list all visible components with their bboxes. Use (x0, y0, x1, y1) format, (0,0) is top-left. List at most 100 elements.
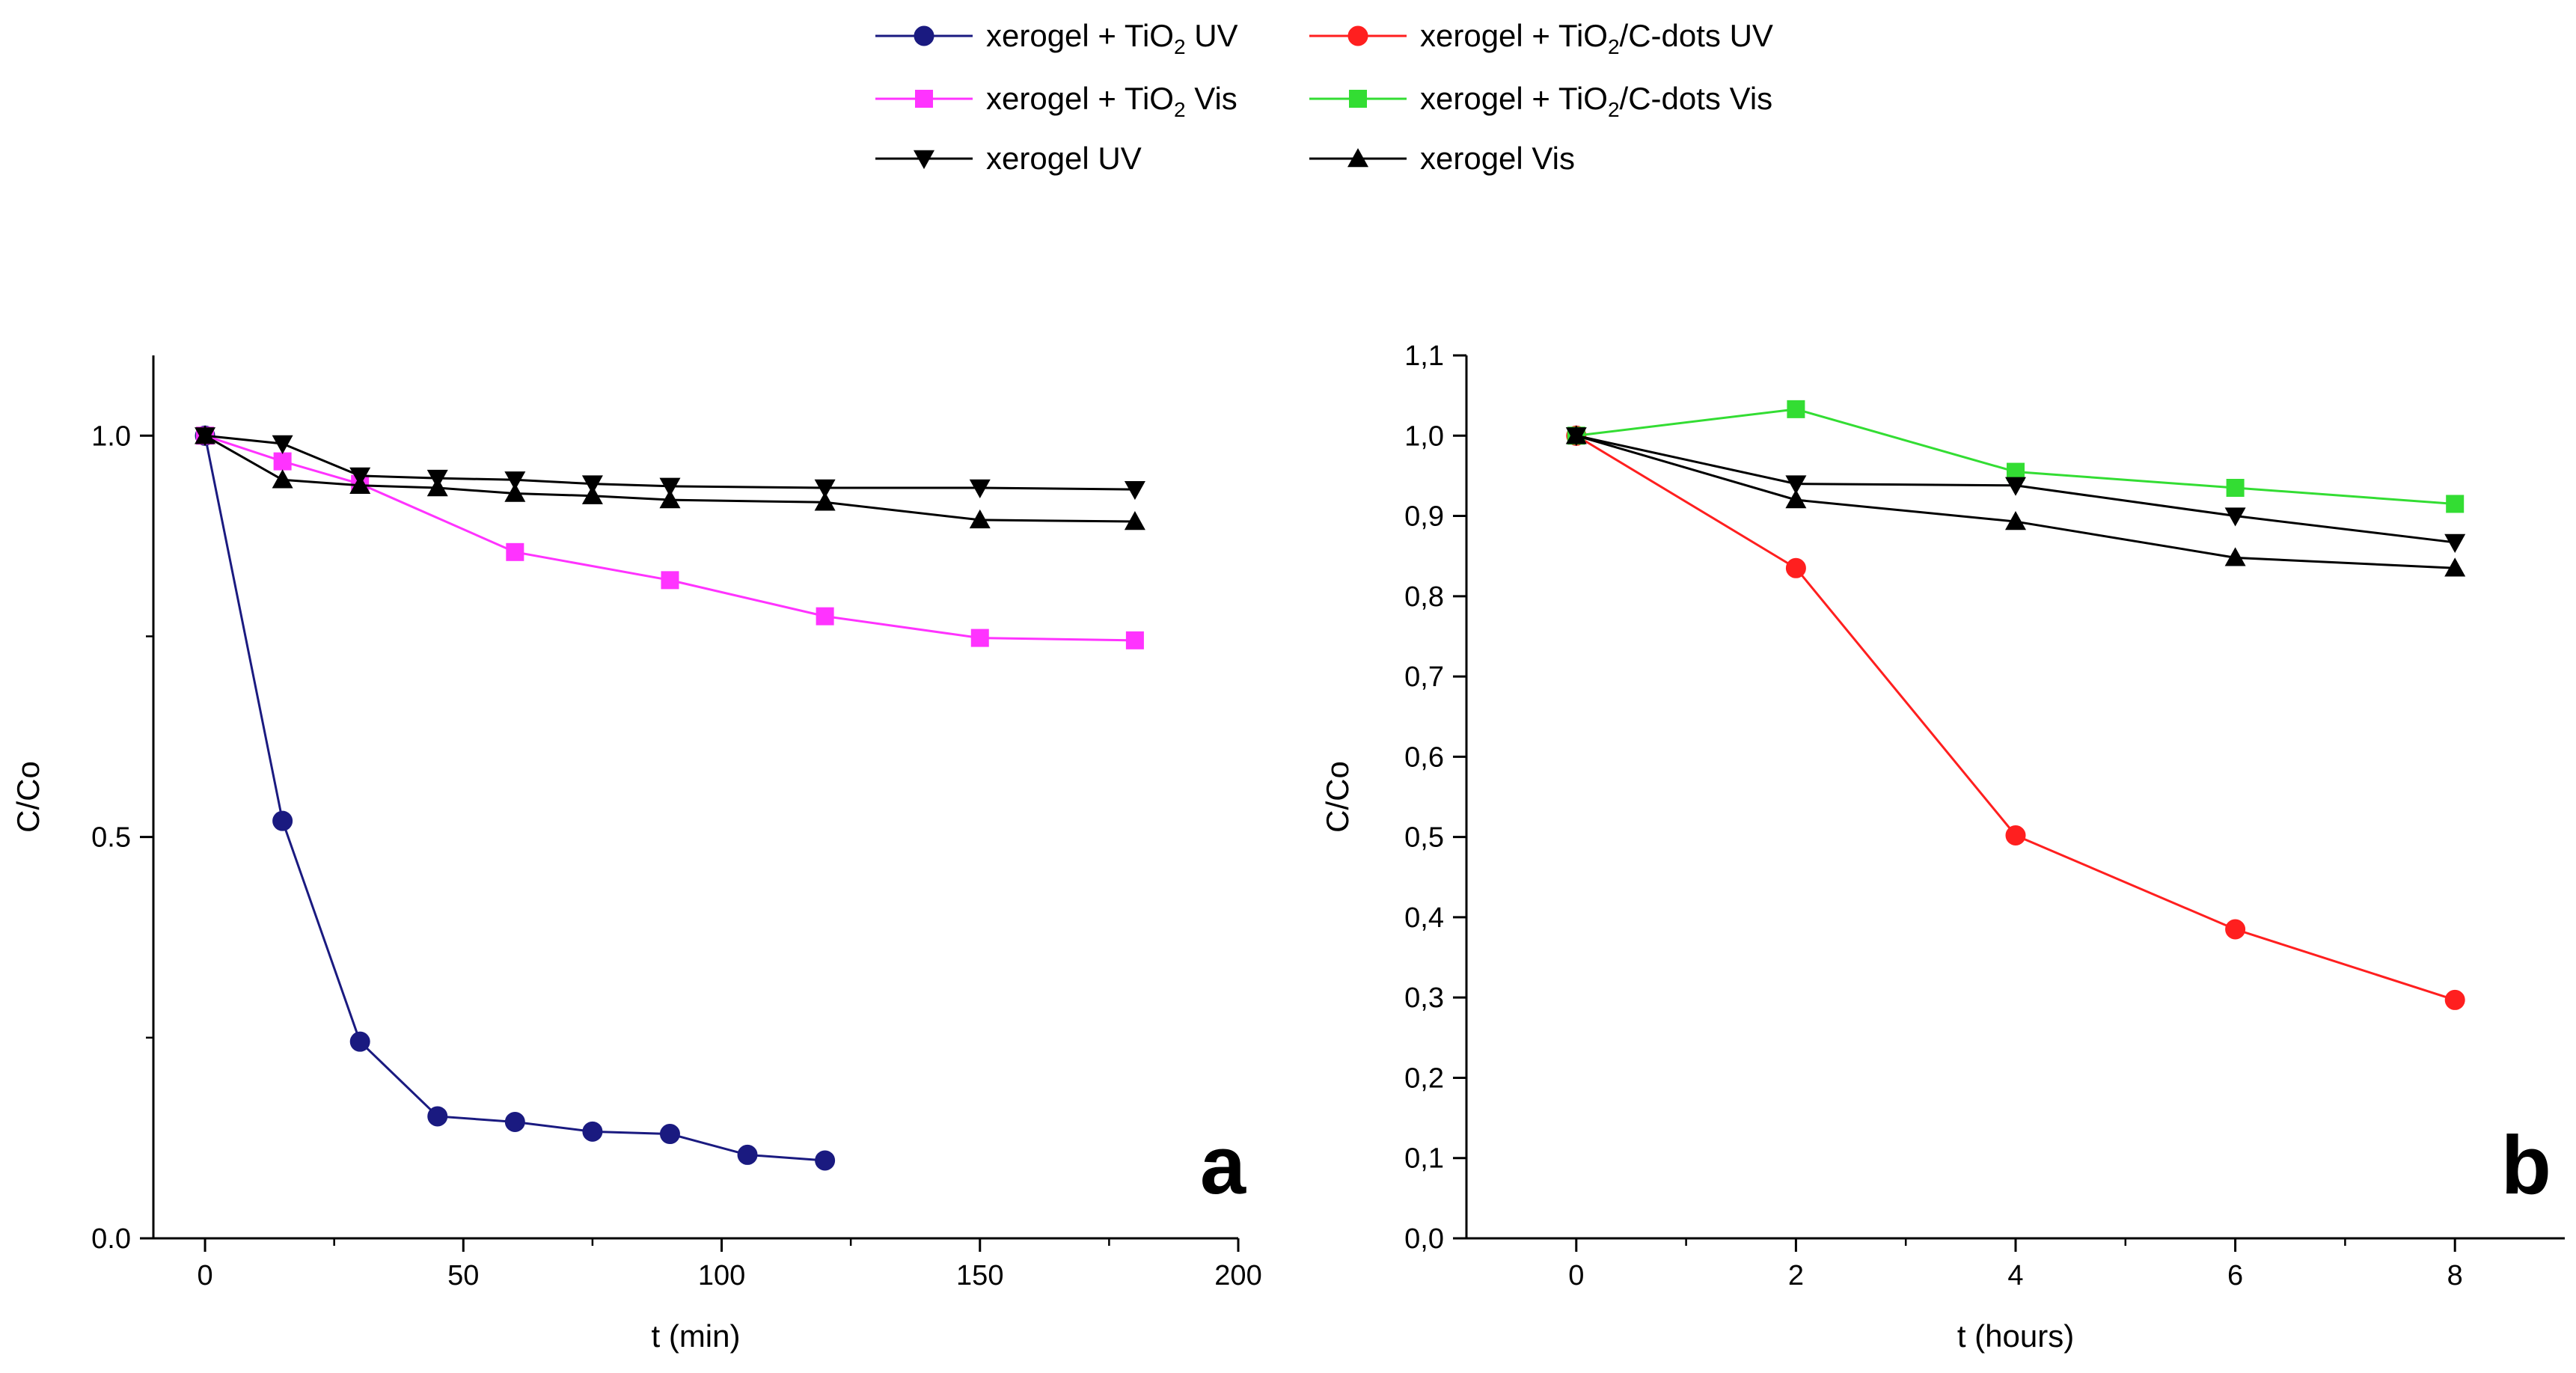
data-point-xerogel_uv (2444, 533, 2466, 553)
data-point-xerogel_uv (969, 479, 991, 498)
data-point-xerogel_uv (272, 435, 293, 454)
data-point-xerogel_vis (426, 477, 448, 497)
x-tick-label: 0 (197, 1260, 212, 1291)
series-xerogel_uv (195, 427, 1145, 501)
y-tick-label: 0,7 (1404, 661, 1444, 693)
series-xerogel_uv (1565, 427, 2466, 553)
legend-label: xerogel + TiO2/C-dots UV (1420, 18, 1773, 58)
legend-entry-cdots_uv: xerogel + TiO2/C-dots UV (1309, 18, 1773, 58)
data-point-tio2_uv (815, 1150, 836, 1171)
x-tick-label: 100 (698, 1260, 745, 1291)
legend-entry-tio2_uv: xerogel + TiO2 UV (875, 18, 1238, 58)
legend-label: xerogel + TiO2 Vis (986, 81, 1237, 121)
data-point-xerogel_vis (1124, 511, 1145, 530)
y-tick-label: 0,2 (1404, 1062, 1444, 1094)
data-point-tio2_uv (427, 1106, 448, 1127)
panel-label: b (2501, 1119, 2551, 1211)
data-point-xerogel_vis (349, 474, 371, 494)
series-tio2_vis (196, 426, 1144, 649)
data-point-xerogel_vis (581, 485, 603, 504)
data-point-tio2_vis (970, 629, 989, 647)
data-point-xerogel_vis (195, 425, 216, 444)
legend-label: xerogel UV (986, 141, 1142, 176)
panel-label: a (1200, 1119, 1246, 1211)
data-point-tio2_vis (506, 542, 524, 561)
data-point-xerogel_vis (2444, 557, 2466, 577)
data-point-cdots_vis (2226, 479, 2245, 497)
data-point-xerogel_vis (1565, 425, 1587, 444)
data-point-xerogel_uv (659, 477, 681, 497)
y-tick-label: 1,0 (1404, 421, 1444, 452)
data-point-cdots_uv (2005, 825, 2026, 845)
y-axis-label: C/Co (10, 761, 46, 833)
legend-marker (914, 150, 934, 169)
legend-entry-cdots_vis: xerogel + TiO2/C-dots Vis (1309, 81, 1772, 121)
data-point-tio2_uv (659, 1124, 680, 1145)
series-cdots_vis (1567, 400, 2465, 513)
data-point-xerogel_vis (2224, 547, 2246, 566)
data-point-tio2_vis (1125, 631, 1144, 649)
series-tio2_uv (195, 425, 836, 1171)
legend-marker (914, 25, 934, 46)
data-point-xerogel_uv (1124, 480, 1145, 501)
legend-entry-tio2_vis: xerogel + TiO2 Vis (875, 81, 1237, 121)
data-point-cdots_uv (1785, 557, 1806, 578)
x-tick-label: 4 (2007, 1260, 2023, 1291)
data-point-xerogel_vis (2005, 511, 2026, 530)
x-tick-label: 50 (447, 1260, 479, 1291)
data-point-tio2_uv (349, 1031, 370, 1052)
x-tick-label: 8 (2447, 1260, 2463, 1291)
data-point-xerogel_uv (1785, 475, 1807, 495)
data-point-xerogel_uv (2005, 477, 2026, 496)
legend-marker (915, 90, 933, 108)
series-xerogel_vis (1565, 425, 2466, 577)
series-line-xerogel_uv (204, 434, 1135, 491)
data-point-xerogel_uv (504, 471, 526, 491)
legend-marker (1347, 148, 1368, 168)
y-tick-label: 0.5 (91, 822, 131, 854)
x-axis-label: t (hours) (1957, 1318, 2074, 1354)
data-point-xerogel_uv (814, 479, 836, 498)
series-line-xerogel_vis (1576, 434, 2456, 569)
y-tick-label: 1.0 (91, 421, 131, 452)
data-point-tio2_uv (737, 1144, 758, 1165)
legend-marker (1349, 90, 1367, 108)
x-axis-label: t (min) (652, 1318, 741, 1354)
y-axis-label: C/Co (1320, 761, 1355, 833)
data-point-tio2_vis (816, 607, 834, 626)
data-point-tio2_vis (661, 571, 679, 590)
x-tick-label: 150 (956, 1260, 1003, 1291)
y-tick-label: 0,6 (1404, 741, 1444, 773)
data-point-tio2_uv (582, 1121, 603, 1142)
y-tick-label: 0,8 (1404, 581, 1444, 613)
data-point-cdots_vis (1787, 400, 1805, 418)
data-point-xerogel_vis (659, 489, 681, 509)
y-tick-label: 0,4 (1404, 902, 1444, 934)
y-tick-label: 0,0 (1404, 1223, 1444, 1255)
data-point-tio2_vis (273, 452, 292, 471)
x-tick-label: 200 (1214, 1260, 1261, 1291)
series-xerogel_vis (195, 425, 1145, 530)
legend-marker (1347, 25, 1368, 46)
data-point-cdots_uv (2444, 989, 2465, 1010)
data-point-cdots_vis (2446, 495, 2465, 513)
data-point-xerogel_uv (2224, 507, 2246, 527)
y-tick-label: 0,3 (1404, 982, 1444, 1014)
panel-b: 0 2 4 6 8 0,0 0,1 0,2 0,3 0,4 0,5 0,6 0,7 0,8 0,9 1,0 1,… (1320, 340, 2565, 1354)
series-line-xerogel_vis (204, 434, 1135, 523)
y-tick-label: 0,1 (1404, 1143, 1444, 1175)
legend-entry-xerogel_uv: xerogel UV (875, 141, 1142, 176)
x-tick-label: 2 (1788, 1260, 1804, 1291)
data-point-xerogel_vis (504, 483, 526, 502)
y-tick-label: 0,5 (1404, 822, 1444, 854)
legend: xerogel + TiO2 UV xerogel + TiO2/C-dots U… (875, 18, 1773, 176)
legend-entry-xerogel_vis: xerogel Vis (1309, 141, 1575, 176)
data-point-tio2_uv (504, 1111, 525, 1132)
x-tick-label: 6 (2227, 1260, 2243, 1291)
data-point-xerogel_vis (814, 492, 836, 511)
legend-label: xerogel Vis (1420, 141, 1575, 176)
data-point-tio2_uv (272, 810, 293, 831)
legend-label: xerogel + TiO2/C-dots Vis (1420, 81, 1772, 121)
data-point-xerogel_vis (969, 509, 991, 529)
